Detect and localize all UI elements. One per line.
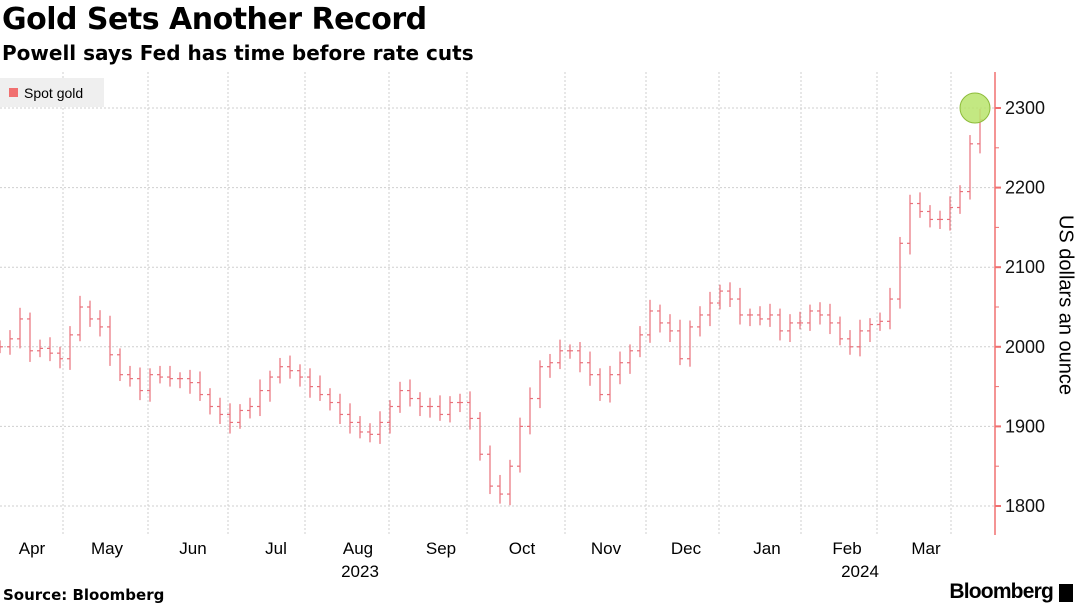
record-highlight-marker: [959, 92, 991, 124]
bloomberg-terminal-icon: [1059, 584, 1073, 602]
legend-label-spot-gold: Spot gold: [24, 84, 84, 101]
chart-subtitle: Powell says Fed has time before rate cut…: [2, 41, 474, 65]
x-tick-year: 2023: [341, 562, 379, 581]
legend-swatch: [9, 88, 18, 97]
y-tick-label: 2300: [1005, 98, 1045, 118]
x-tick-month: Dec: [670, 539, 702, 558]
x-tick-month: Aug: [342, 539, 374, 558]
y-tick-label: 2100: [1005, 257, 1045, 277]
y-tick-label: 2200: [1005, 178, 1045, 198]
y-tick-label: 2000: [1005, 337, 1045, 357]
x-tick-month: Jul: [265, 539, 287, 558]
chart-title: Gold Sets Another Record: [2, 2, 427, 37]
y-tick-label: 1800: [1005, 496, 1045, 516]
x-tick-month: Nov: [590, 539, 622, 558]
y-tick-label: 1900: [1005, 416, 1045, 436]
x-tick-month: Oct: [508, 539, 536, 558]
x-tick-month: Feb: [832, 539, 862, 558]
x-tick-month: Jan: [753, 539, 781, 558]
legend: Spot gold: [0, 78, 104, 107]
x-tick-month: May: [90, 539, 124, 558]
source-note: Source: Bloomberg: [3, 586, 165, 604]
y-axis-title: US dollars an ounce: [1054, 214, 1077, 396]
x-tick-month: Sep: [425, 539, 457, 558]
bloomberg-logo: Bloomberg: [949, 580, 1053, 603]
x-tick-month: Mar: [911, 539, 941, 558]
x-tick-month: Apr: [18, 539, 46, 558]
x-tick-month: Jun: [179, 539, 207, 558]
x-tick-year: 2024: [841, 562, 879, 581]
